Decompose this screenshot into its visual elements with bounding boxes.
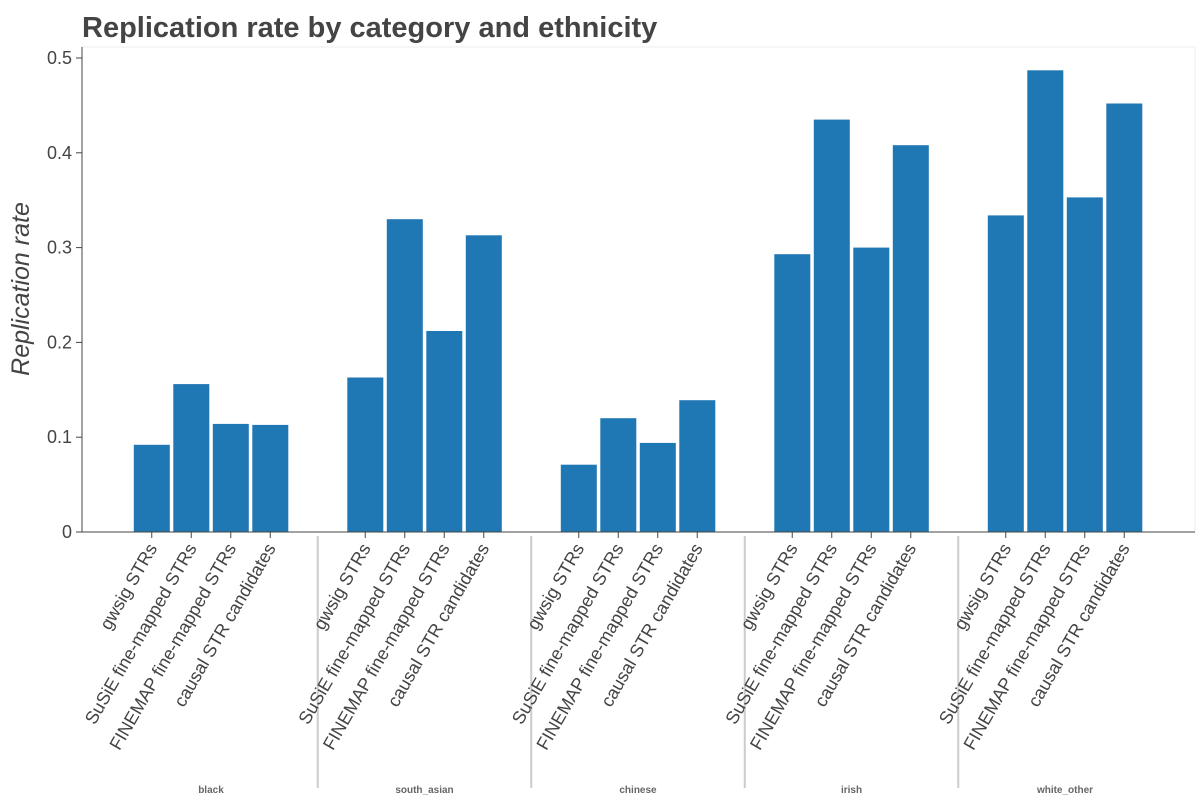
bar-south_asian-2 <box>386 219 423 532</box>
group-label-south_asian: south_asian <box>395 785 453 796</box>
bar-chinese-2 <box>600 418 637 532</box>
bar-south_asian-4 <box>465 235 502 533</box>
bar-irish-1 <box>774 254 811 532</box>
chart-title: Replication rate by category and ethnici… <box>82 12 657 44</box>
y-tick-label: 0 <box>62 522 72 542</box>
group-label-irish: irish <box>841 785 862 796</box>
bar-white_other-4 <box>1106 103 1143 532</box>
bar-irish-4 <box>892 145 929 532</box>
bar-irish-3 <box>853 247 890 532</box>
bar-chinese-3 <box>639 442 676 532</box>
bar-black-1 <box>133 444 170 532</box>
bar-white_other-3 <box>1066 197 1103 532</box>
bar-chinese-1 <box>560 464 597 532</box>
group-label-black: black <box>198 785 224 796</box>
bar-black-2 <box>173 384 210 532</box>
bar-south_asian-1 <box>347 377 384 532</box>
bar-chinese-4 <box>679 400 716 532</box>
y-tick-label: 0.2 <box>47 332 72 352</box>
y-tick-label: 0.4 <box>47 143 72 163</box>
y-axis-label: Replication rate <box>7 202 35 376</box>
bar-white_other-1 <box>987 215 1024 532</box>
bar-south_asian-3 <box>426 331 463 532</box>
bar-white_other-2 <box>1027 70 1064 533</box>
y-tick-label: 0.1 <box>47 427 72 447</box>
bars-layer <box>133 70 1143 533</box>
y-tick-label: 0.3 <box>47 238 72 258</box>
bar-black-3 <box>212 423 249 532</box>
bar-black-4 <box>252 424 289 532</box>
group-label-chinese: chinese <box>619 785 657 796</box>
y-tick-label: 0.5 <box>47 48 72 68</box>
bar-irish-2 <box>813 119 850 532</box>
group-label-white_other: white_other <box>1036 785 1093 796</box>
